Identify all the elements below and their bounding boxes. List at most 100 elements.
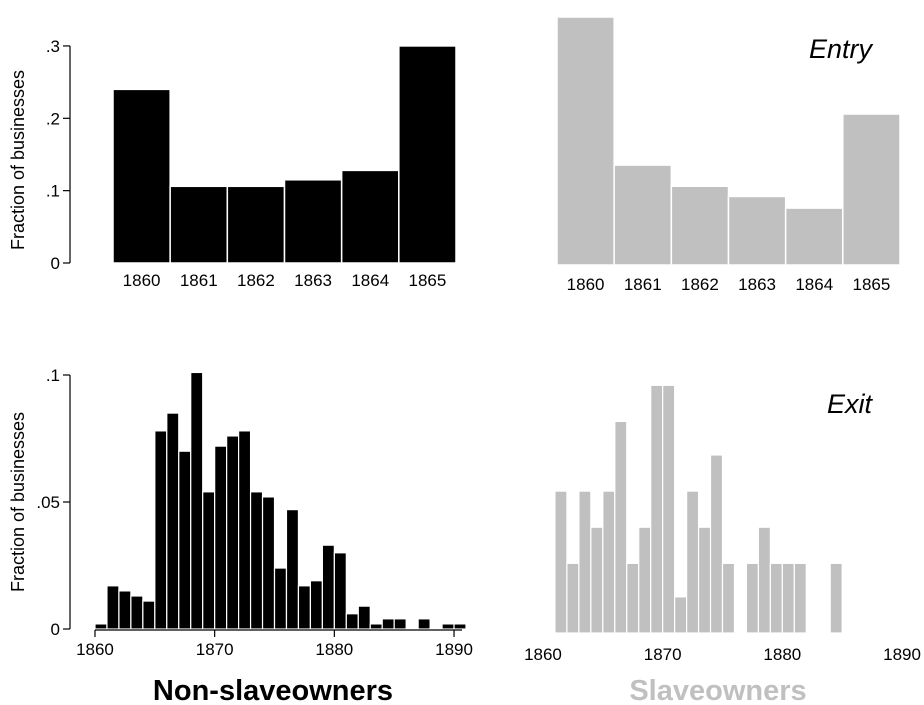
bar-1872 (686, 490, 700, 634)
exit-panel-label: Exit (827, 389, 874, 419)
bar-1870 (214, 445, 228, 630)
y-tick-label: 0 (51, 254, 60, 273)
bar-1865 (602, 490, 616, 634)
bar-1867 (178, 450, 192, 630)
x-tick-label: 1860 (123, 271, 161, 290)
x-tick-label: 1865 (853, 275, 891, 294)
x-tick-label: 1890 (883, 645, 921, 664)
bar-1885 (393, 618, 407, 630)
bar-1876 (285, 509, 300, 630)
x-tick-label: 1860 (76, 640, 114, 659)
bar-1871 (226, 435, 240, 630)
bar-1873 (249, 491, 264, 630)
bar-1879 (321, 544, 335, 630)
bar-1860 (112, 88, 171, 264)
bar-1887 (417, 618, 431, 630)
bar-1863 (130, 595, 144, 630)
non-slaveowners-title: Non-slaveowners (153, 675, 393, 705)
bar-1877 (297, 585, 312, 630)
bar-1879 (769, 562, 783, 634)
bar-1868 (190, 371, 204, 630)
bar-1880 (333, 552, 347, 630)
y-tick-label: .05 (36, 493, 60, 512)
x-tick-label: 1860 (567, 275, 605, 294)
x-tick-label: 1862 (237, 271, 275, 290)
bar-1880 (781, 562, 795, 634)
bar-1878 (757, 526, 771, 634)
bar-1865 (154, 430, 168, 630)
bar-1862 (670, 185, 730, 266)
entry-slaveowners-panel: 1860 1861 1862 1863 1864 1865 Entry (556, 16, 901, 294)
bar-1869 (650, 384, 664, 634)
bar-1861 (106, 585, 120, 630)
bar-1874 (709, 454, 724, 634)
x-tick-label: 1861 (624, 275, 662, 294)
bar-1877 (745, 562, 760, 634)
bar-1864 (590, 526, 604, 634)
bar-1867 (626, 562, 640, 634)
x-tick-label: 1865 (409, 271, 447, 290)
bar-1863 (727, 195, 787, 266)
bar-1861 (613, 164, 673, 266)
bar-1862 (566, 562, 580, 634)
exit-non-slaveowners-panel: 1860 1870 1880 1890 0 .05 .1 Fraction of busin… (8, 366, 473, 659)
bar-1862 (118, 590, 132, 630)
entry-slaveowners-axes: 1860 1861 1862 1863 1864 1865 (567, 275, 891, 294)
bar-1864 (340, 169, 400, 264)
bar-1861 (554, 490, 568, 634)
bar-1864 (142, 600, 156, 630)
entry-y-axis-label: Fraction of businesses (8, 70, 28, 250)
bar-1863 (578, 490, 592, 634)
x-tick-label: 1864 (795, 275, 833, 294)
y-tick-label: .3 (46, 37, 60, 56)
bar-1878 (309, 580, 323, 630)
bar-1881 (793, 562, 807, 634)
bar-1865 (398, 45, 457, 264)
slaveowners-title: Slaveowners (629, 675, 806, 705)
y-tick-label: .2 (46, 109, 60, 128)
bar-1862 (226, 185, 286, 264)
entry-non-slaveowners-axes: 1860 1861 1862 1863 1864 1865 0 .1 .2 .3 (46, 37, 447, 290)
entry-panel-label: Entry (809, 34, 874, 64)
bar-1865 (842, 113, 901, 266)
bar-1884 (829, 562, 843, 634)
bar-1860 (556, 16, 615, 266)
bar-1873 (697, 526, 712, 634)
bar-1872 (238, 430, 252, 630)
bar-1860 (94, 623, 108, 630)
entry-non-slaveowners-bars (112, 45, 457, 264)
x-tick-label: 1864 (351, 271, 389, 290)
bar-1883 (369, 623, 383, 630)
bar-1868 (638, 526, 652, 634)
x-tick-label: 1861 (180, 271, 218, 290)
x-tick-label: 1890 (435, 640, 473, 659)
x-tick-label: 1870 (196, 640, 234, 659)
bar-1889 (441, 623, 455, 630)
exit-slaveowners-axes: 1860 1870 1880 1890 (524, 645, 921, 664)
x-tick-label: 1863 (738, 275, 776, 294)
bar-1866 (166, 412, 180, 630)
exit-slaveowners-panel: 1860 1870 1880 1890 Exit (524, 384, 921, 664)
exit-non-slaveowners-bars (94, 371, 467, 630)
y-tick-label: .1 (46, 182, 60, 201)
x-tick-label: 1860 (524, 645, 562, 664)
exit-non-slaveowners-axes: 1860 1870 1880 1890 0 .05 .1 (36, 366, 473, 659)
bar-1875 (273, 567, 288, 630)
y-tick-label: 0 (51, 620, 60, 639)
entry-slaveowners-bars (556, 16, 901, 266)
entry-non-slaveowners-panel: 1860 1861 1862 1863 1864 1865 0 .1 .2 .3 Fraction… (8, 37, 457, 290)
exit-y-axis-label: Fraction of businesses (8, 412, 28, 592)
bar-1864 (784, 207, 844, 266)
x-tick-label: 1880 (763, 645, 801, 664)
exit-slaveowners-bars (554, 384, 843, 634)
bar-1882 (357, 605, 371, 630)
y-tick-label: .1 (46, 366, 60, 385)
bar-1869 (202, 491, 216, 630)
bar-1861 (169, 185, 229, 264)
x-tick-label: 1862 (681, 275, 719, 294)
bar-1890 (453, 623, 467, 630)
bar-1863 (283, 179, 343, 264)
x-tick-label: 1870 (644, 645, 682, 664)
x-tick-label: 1863 (294, 271, 332, 290)
